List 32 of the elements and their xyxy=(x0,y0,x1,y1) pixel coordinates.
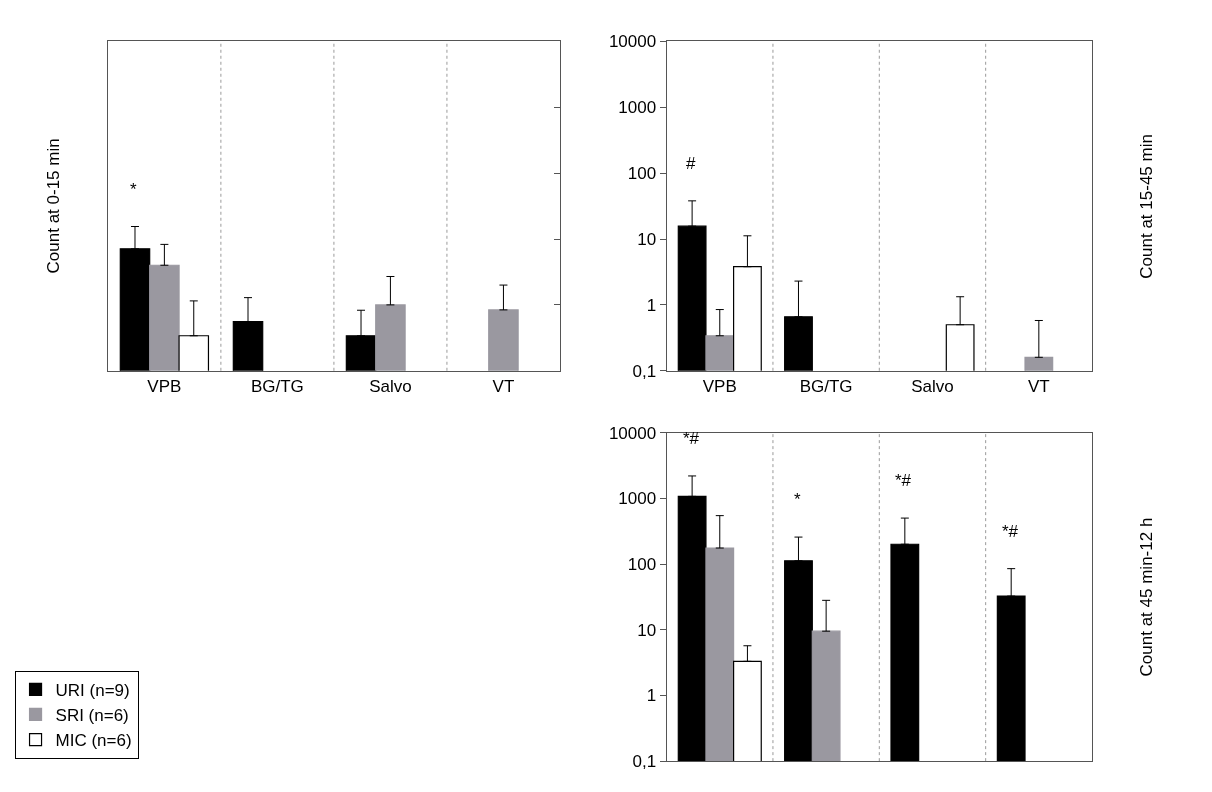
annotation: *# xyxy=(683,429,700,448)
y-tick-label: 10000 xyxy=(608,423,657,443)
x-tick-label: VT xyxy=(1027,377,1050,397)
y-tick-label: 1000 xyxy=(618,98,657,118)
legend-label: SRI (n=6) xyxy=(55,706,129,726)
annotation: *# xyxy=(1002,522,1019,541)
y-tick-label: 1000 xyxy=(618,489,657,509)
x-tick-label: VPB xyxy=(147,377,182,397)
annotation: * xyxy=(794,490,801,509)
x-tick-label: BG/TG xyxy=(250,377,304,397)
y-tick-label: 0,1 xyxy=(632,361,657,381)
annotation: * xyxy=(130,180,137,199)
y-axis-title: Count at 0-15 min xyxy=(44,138,64,274)
y-tick-label: 100 xyxy=(627,554,657,574)
annotation: *# xyxy=(895,471,912,490)
x-tick-label: BG/TG xyxy=(799,377,853,397)
y-tick-label: 10 xyxy=(637,620,657,640)
y-tick-label: 10000 xyxy=(608,32,657,52)
y-axis-title: Count at 45 min-12 h xyxy=(1136,517,1156,677)
x-tick-label: Salvo xyxy=(369,377,412,397)
y-axis-title: Count at 15-45 min xyxy=(1137,134,1157,279)
legend-label: MIC (n=6) xyxy=(55,731,132,751)
legend-label: URI (n=9) xyxy=(55,680,130,700)
y-tick-label: 1 xyxy=(646,686,657,706)
x-tick-label: VT xyxy=(492,377,515,397)
x-tick-label: Salvo xyxy=(911,377,954,397)
y-tick-label: 0,1 xyxy=(632,752,657,772)
x-tick-label: VPB xyxy=(702,377,737,397)
y-tick-label: 10 xyxy=(637,230,657,249)
annotation: # xyxy=(686,154,696,173)
y-tick-label: 100 xyxy=(627,164,657,184)
y-tick-label: 1 xyxy=(646,295,657,315)
